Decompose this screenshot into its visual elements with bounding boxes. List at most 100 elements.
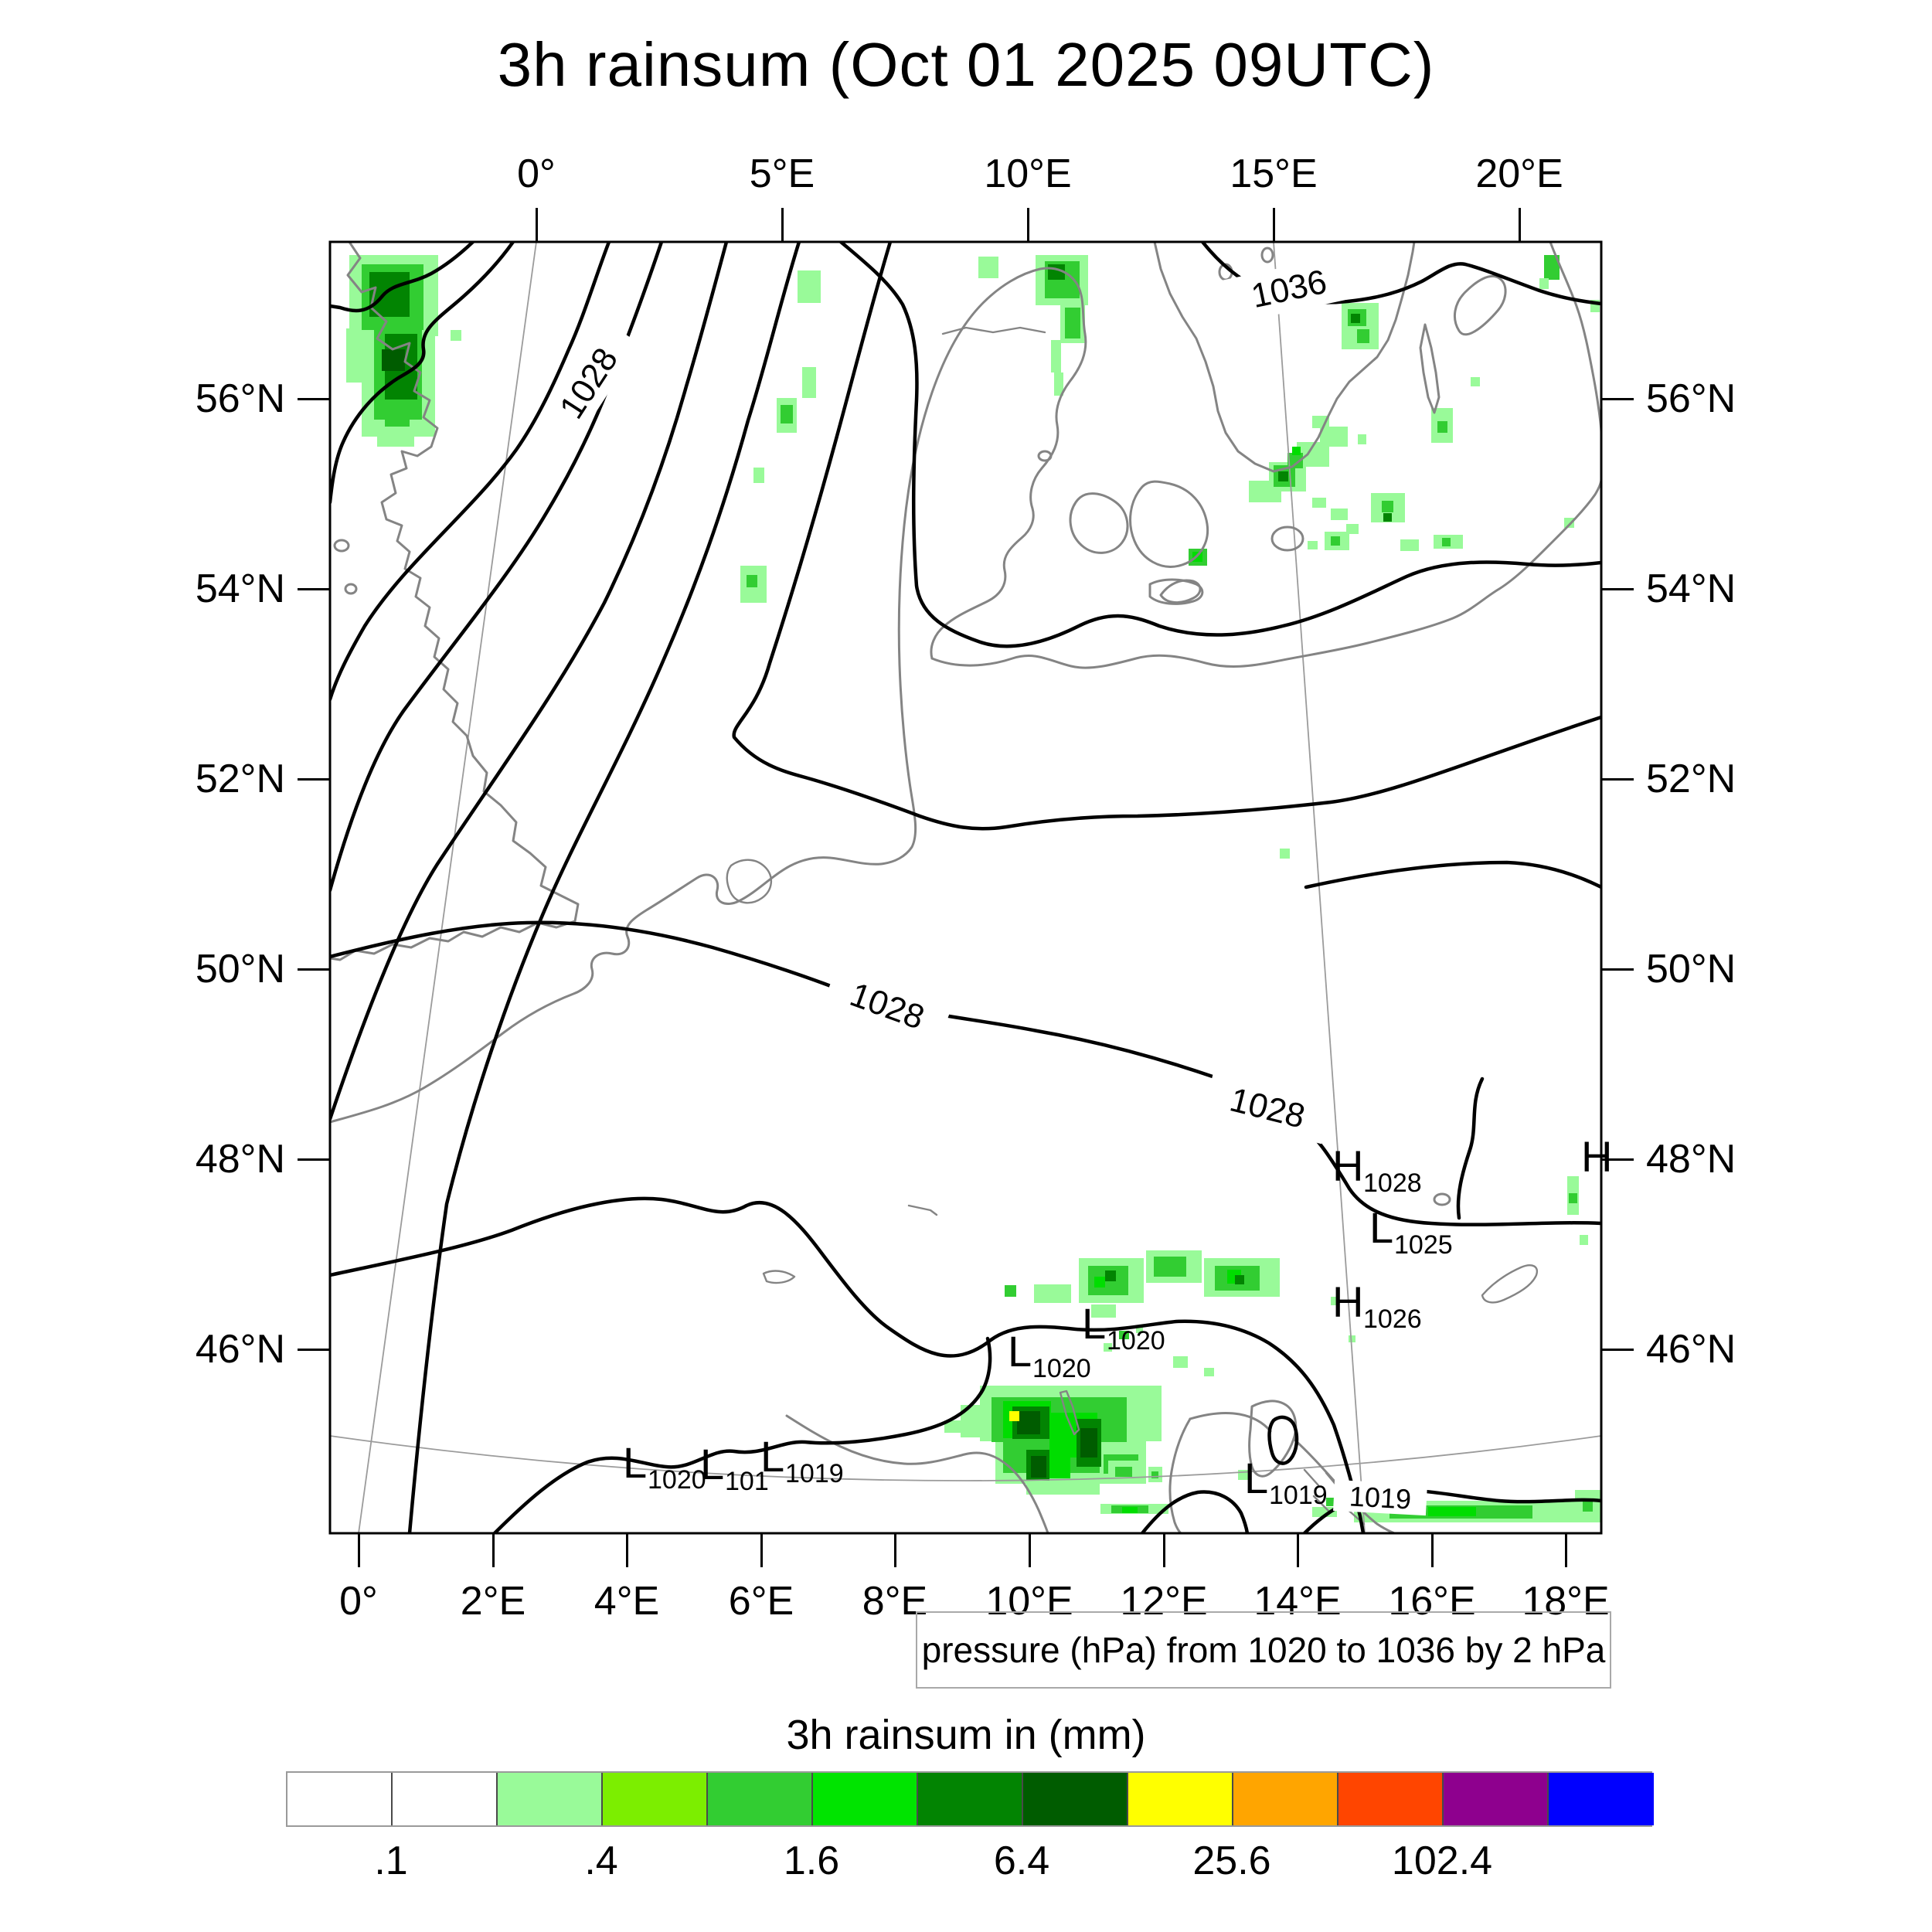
axis-label-top: 15°E <box>1230 151 1318 196</box>
coastlines <box>330 242 1601 1533</box>
pressure-center-l: L 1019 <box>1244 1454 1328 1510</box>
pressure-center-h: H 1026 <box>1332 1277 1422 1334</box>
contour-label: 1028 <box>822 964 952 1048</box>
axis-label-bottom: 6°E <box>728 1579 794 1624</box>
rain-cell <box>1292 447 1301 455</box>
rain-cell <box>1280 849 1290 859</box>
colorbar-cell <box>1233 1773 1338 1825</box>
coast-croatian-islands <box>1303 1468 1377 1526</box>
pressure-center-letter: L <box>1082 1299 1106 1348</box>
colorbar-title: 3h rainsum in (mm) <box>786 1712 1146 1758</box>
axis-tick-top <box>1026 208 1029 242</box>
pressure-center-l: L 101 <box>700 1440 769 1496</box>
axis-label-right: 52°N <box>1646 757 1736 801</box>
contour-label-text: 1028 <box>1226 1080 1309 1135</box>
contour-label-gap <box>1202 1072 1332 1145</box>
coast-liguria-po <box>785 1414 1049 1533</box>
rain-cell <box>1383 513 1392 522</box>
pressure-center-value: 1025 <box>1394 1230 1453 1260</box>
coast-lake-constance <box>907 1204 938 1216</box>
pressure-contour <box>330 242 729 1121</box>
coast-lake-balaton <box>1481 1264 1539 1304</box>
coast-zealand <box>1129 480 1209 568</box>
pressure-contour <box>732 242 1601 831</box>
axis-label-top: 0° <box>517 151 556 196</box>
rain-cell <box>1119 1331 1129 1339</box>
colorbar-cell <box>1338 1773 1444 1825</box>
rain-cell <box>1104 1343 1112 1352</box>
pressure-center-h: H <box>1581 1132 1612 1181</box>
colorbar-cell <box>1128 1773 1233 1825</box>
pressure-center-letter: L <box>1008 1327 1032 1376</box>
axis-tick-bottom <box>357 1533 360 1567</box>
pressure-center-h: H 1028 <box>1332 1141 1422 1198</box>
axis-label-right: 50°N <box>1646 947 1736 992</box>
axis-label-bottom: 4°E <box>594 1579 660 1624</box>
axis-label-right: 48°N <box>1646 1137 1736 1182</box>
colorbar-tick-label: 25.6 <box>1192 1838 1271 1883</box>
coast-oland <box>1419 323 1440 414</box>
coast-sweden <box>1153 242 1416 473</box>
rain-cell <box>1287 453 1303 468</box>
rain-cell <box>1331 536 1340 546</box>
rain-cell <box>1331 1297 1338 1305</box>
axis-tick-left <box>298 587 330 590</box>
colorbar-cell <box>1023 1773 1128 1825</box>
rain-cell <box>1105 1270 1116 1281</box>
colorbar-tick-label: 1.6 <box>783 1838 840 1883</box>
axis-tick-top <box>781 208 784 242</box>
rain-cell <box>1031 1456 1046 1478</box>
rain-cell <box>1471 377 1480 386</box>
rain-cell <box>1331 509 1348 520</box>
axis-tick-bottom <box>1564 1533 1567 1567</box>
coast-limfjord <box>941 326 1046 335</box>
coast-baltic-south <box>930 478 1601 669</box>
page-title: 3h rainsum (Oct 01 2025 09UTC) <box>497 30 1435 99</box>
meridian-0E <box>358 242 537 1533</box>
colorbar-cell <box>1444 1773 1549 1825</box>
meridian-15E <box>1273 242 1366 1533</box>
contour-label-text: 1036 <box>1248 263 1330 315</box>
axis-label-left: 56°N <box>195 376 285 421</box>
contour-label-gap <box>537 320 641 447</box>
axis-tick-left <box>298 397 330 400</box>
rain-cell <box>1580 1235 1588 1245</box>
contour-label: 1036 <box>1220 253 1358 325</box>
contour-label: 1028 <box>1202 1072 1332 1145</box>
rain-cell <box>1308 541 1318 549</box>
coast-islet <box>1260 247 1274 264</box>
rain-cell <box>1442 538 1451 546</box>
coast-islet <box>1037 450 1053 462</box>
contour-label-gap <box>822 964 952 1048</box>
colorbar-tick-label: .4 <box>584 1838 618 1883</box>
axis-tick-left <box>298 1348 330 1351</box>
rain-cell <box>1235 1275 1244 1284</box>
parallel-45N <box>330 1435 1601 1481</box>
pressure-caption: pressure (hPa) from 1020 to 1036 by 2 hP… <box>916 1611 1611 1689</box>
coast-gotland <box>1453 274 1507 336</box>
rain-cell <box>382 349 405 371</box>
rain-cell <box>1346 524 1359 534</box>
rain-cell <box>1094 1277 1105 1287</box>
pressure-contour <box>330 242 475 313</box>
axis-label-left: 46°N <box>195 1327 285 1372</box>
pressure-contour <box>407 242 801 1533</box>
coast-islet <box>344 583 358 595</box>
contour-label-layer: 1028 1036 1028 1028 1019 <box>537 253 1427 1516</box>
pressure-center-value: 1020 <box>648 1465 706 1495</box>
pressure-center-l: L 1020 <box>1082 1299 1165 1355</box>
rain-cell <box>1065 308 1080 338</box>
pressure-contour <box>330 1196 1366 1533</box>
coast-istria <box>1248 1400 1298 1478</box>
axis-tick-top <box>535 208 538 242</box>
pressure-center-value: 1019 <box>785 1459 844 1488</box>
rain-cell <box>385 405 410 427</box>
rain-cell <box>1544 255 1560 280</box>
axis-tick-right <box>1601 587 1634 590</box>
pressure-contour <box>838 242 1601 648</box>
colorbar-cell <box>603 1773 708 1825</box>
pressure-center-letter: L <box>760 1432 784 1481</box>
axis-tick-bottom <box>492 1533 495 1567</box>
